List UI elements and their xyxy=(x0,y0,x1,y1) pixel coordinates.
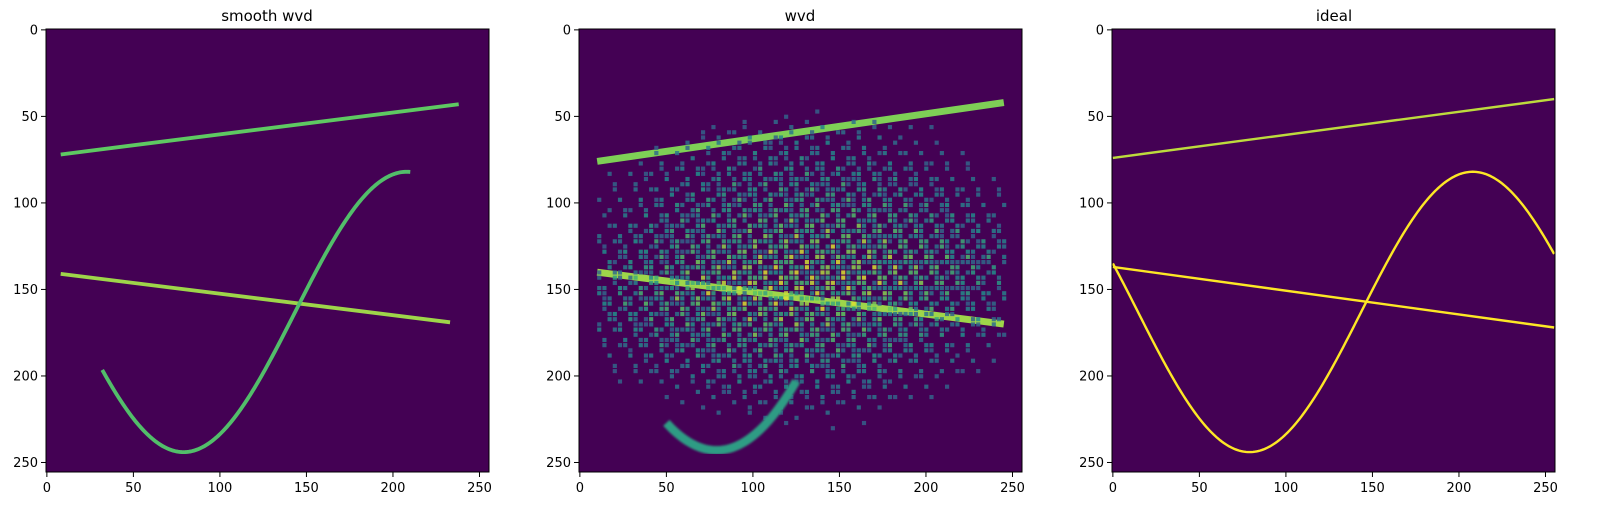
y-tick-label: 200 xyxy=(546,369,571,384)
y-axis-ticks: 0 50 100 150 200 250 xyxy=(1079,23,1112,471)
x-tick-label: 50 xyxy=(125,481,142,496)
interference-pattern xyxy=(597,109,1007,431)
x-tick-label: 100 xyxy=(1273,481,1298,496)
sinusoid-curve xyxy=(100,169,411,455)
y-tick-label: 250 xyxy=(1079,456,1104,471)
y-tick-label: 200 xyxy=(13,369,38,384)
x-tick-label: 100 xyxy=(207,481,232,496)
chirp-line xyxy=(1112,97,1555,160)
x-tick-label: 150 xyxy=(1360,481,1385,496)
y-tick-label: 100 xyxy=(13,196,38,211)
chirp-line xyxy=(60,271,451,325)
x-tick-label: 250 xyxy=(1000,481,1025,496)
x-tick-label: 50 xyxy=(1191,481,1208,496)
heatmap-background xyxy=(46,29,489,472)
y-tick-label: 0 xyxy=(563,23,571,38)
x-tick-label: 0 xyxy=(576,481,584,496)
x-tick-label: 250 xyxy=(1533,481,1558,496)
y-tick-label: 50 xyxy=(21,110,38,125)
chirp-line xyxy=(596,99,1005,165)
y-tick-label: 50 xyxy=(1087,110,1104,125)
x-tick-label: 150 xyxy=(827,481,852,496)
x-axis-ticks: 0 50 100 150 200 250 xyxy=(576,472,1025,496)
y-axis-ticks: 0 50 100 150 200 250 xyxy=(546,23,579,471)
y-tick-label: 0 xyxy=(30,23,38,38)
y-tick-label: 250 xyxy=(546,456,571,471)
heatmap-wvd xyxy=(579,29,1022,472)
heatmap-ideal xyxy=(1112,29,1555,472)
chirp-line xyxy=(60,102,459,157)
x-tick-label: 200 xyxy=(1447,481,1472,496)
plot-frame xyxy=(578,28,1023,473)
plot-frame xyxy=(45,28,490,473)
panel-ideal: ideal 0 50 100 150 200 250 0 50 100 150 200 250 xyxy=(1079,7,1558,496)
bowl-artifact xyxy=(663,378,800,455)
chart-title-smooth-wvd: smooth wvd xyxy=(221,7,313,25)
x-tick-label: 200 xyxy=(914,481,939,496)
heatmap-smooth-wvd xyxy=(46,29,489,472)
y-tick-label: 50 xyxy=(554,110,571,125)
panel-wvd: wvd 0 50 100 150 200 250 0 50 100 150 200 250 xyxy=(546,7,1025,496)
chart-title-wvd: wvd xyxy=(785,7,816,25)
y-tick-label: 200 xyxy=(1079,369,1104,384)
y-tick-label: 150 xyxy=(1079,283,1104,298)
x-tick-label: 100 xyxy=(740,481,765,496)
sinusoid-curve xyxy=(1112,170,1555,454)
y-tick-label: 250 xyxy=(13,456,38,471)
x-tick-label: 0 xyxy=(1109,481,1117,496)
y-tick-label: 100 xyxy=(1079,196,1104,211)
y-tick-label: 150 xyxy=(13,283,38,298)
x-tick-label: 250 xyxy=(467,481,492,496)
y-axis-ticks: 0 50 100 150 200 250 xyxy=(13,23,46,471)
plot-frame xyxy=(1111,28,1556,473)
y-tick-label: 150 xyxy=(546,283,571,298)
x-tick-label: 0 xyxy=(43,481,51,496)
y-tick-label: 100 xyxy=(546,196,571,211)
x-axis-ticks: 0 50 100 150 200 250 xyxy=(43,472,492,496)
y-tick-label: 0 xyxy=(1096,23,1104,38)
x-tick-label: 50 xyxy=(658,481,675,496)
x-axis-ticks: 0 50 100 150 200 250 xyxy=(1109,472,1558,496)
panel-smooth-wvd: smooth wvd 0 50 100 150 200 250 0 50 100 150 200 2… xyxy=(13,7,492,496)
heatmap-background xyxy=(1112,29,1555,472)
chirp-line xyxy=(1112,265,1555,329)
chart-title-ideal: ideal xyxy=(1316,7,1352,25)
x-tick-label: 200 xyxy=(381,481,406,496)
x-tick-label: 150 xyxy=(294,481,319,496)
